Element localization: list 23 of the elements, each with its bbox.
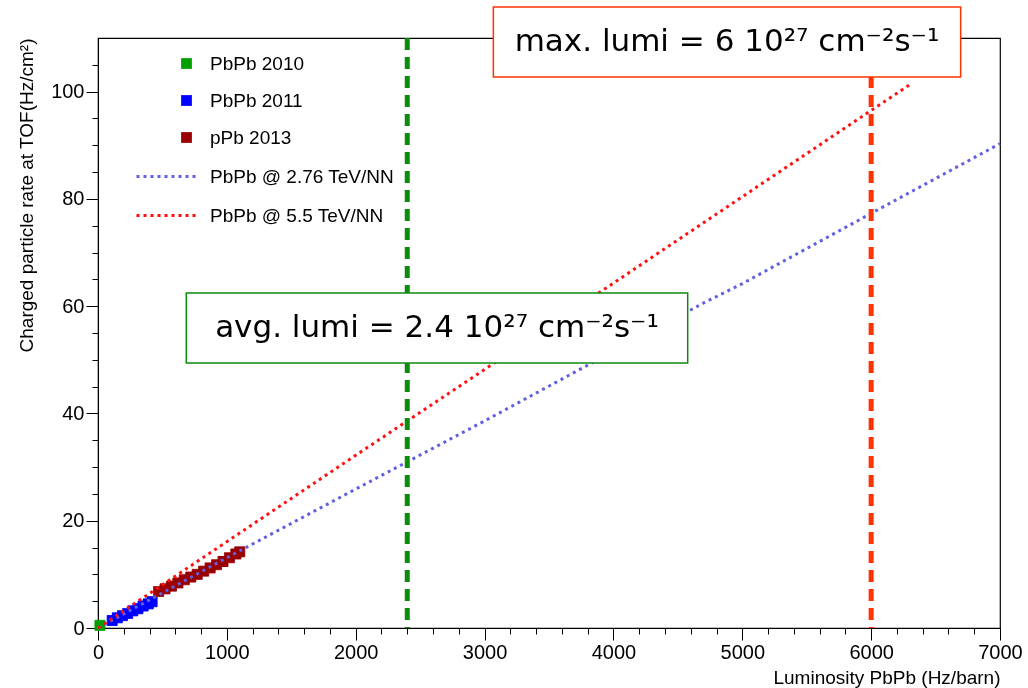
y-tick-label: 20 <box>62 509 85 532</box>
x-tick-label: 3000 <box>462 640 508 663</box>
y-tick-label: 0 <box>73 616 85 639</box>
x-tick-label: 4000 <box>591 640 637 663</box>
y-axis-title: Charged particle rate at TOF(Hz/cm²) <box>16 38 38 353</box>
y-tick-label: 60 <box>62 294 85 317</box>
legend-label: pPb 2013 <box>210 126 292 148</box>
x-tick-label: 5000 <box>720 640 766 663</box>
legend-label: PbPb @ 2.76 TeV/NN <box>210 165 394 187</box>
x-tick-label: 2000 <box>333 640 379 663</box>
x-tick-label: 1000 <box>205 640 250 663</box>
x-tick-label: 0 <box>92 640 105 663</box>
x-tick-label: 7000 <box>978 640 1023 663</box>
legend-label: PbPb 2011 <box>210 89 303 111</box>
y-tick-label: 80 <box>62 187 85 210</box>
x-tick-label: 6000 <box>849 640 894 663</box>
annotation: max. lumi = 6 10²⁷ cm⁻²s⁻¹ <box>514 22 940 58</box>
y-tick-label: 100 <box>51 80 85 103</box>
annotation: avg. lumi = 2.4 10²⁷ cm⁻²s⁻¹ <box>215 308 659 344</box>
x-axis-title: Luminosity PbPb (Hz/barn) <box>773 666 1001 688</box>
y-tick-label: 40 <box>62 401 85 424</box>
legend-label: PbPb 2010 <box>210 52 305 74</box>
legend-label: PbPb @ 5.5 TeV/NN <box>210 204 384 226</box>
